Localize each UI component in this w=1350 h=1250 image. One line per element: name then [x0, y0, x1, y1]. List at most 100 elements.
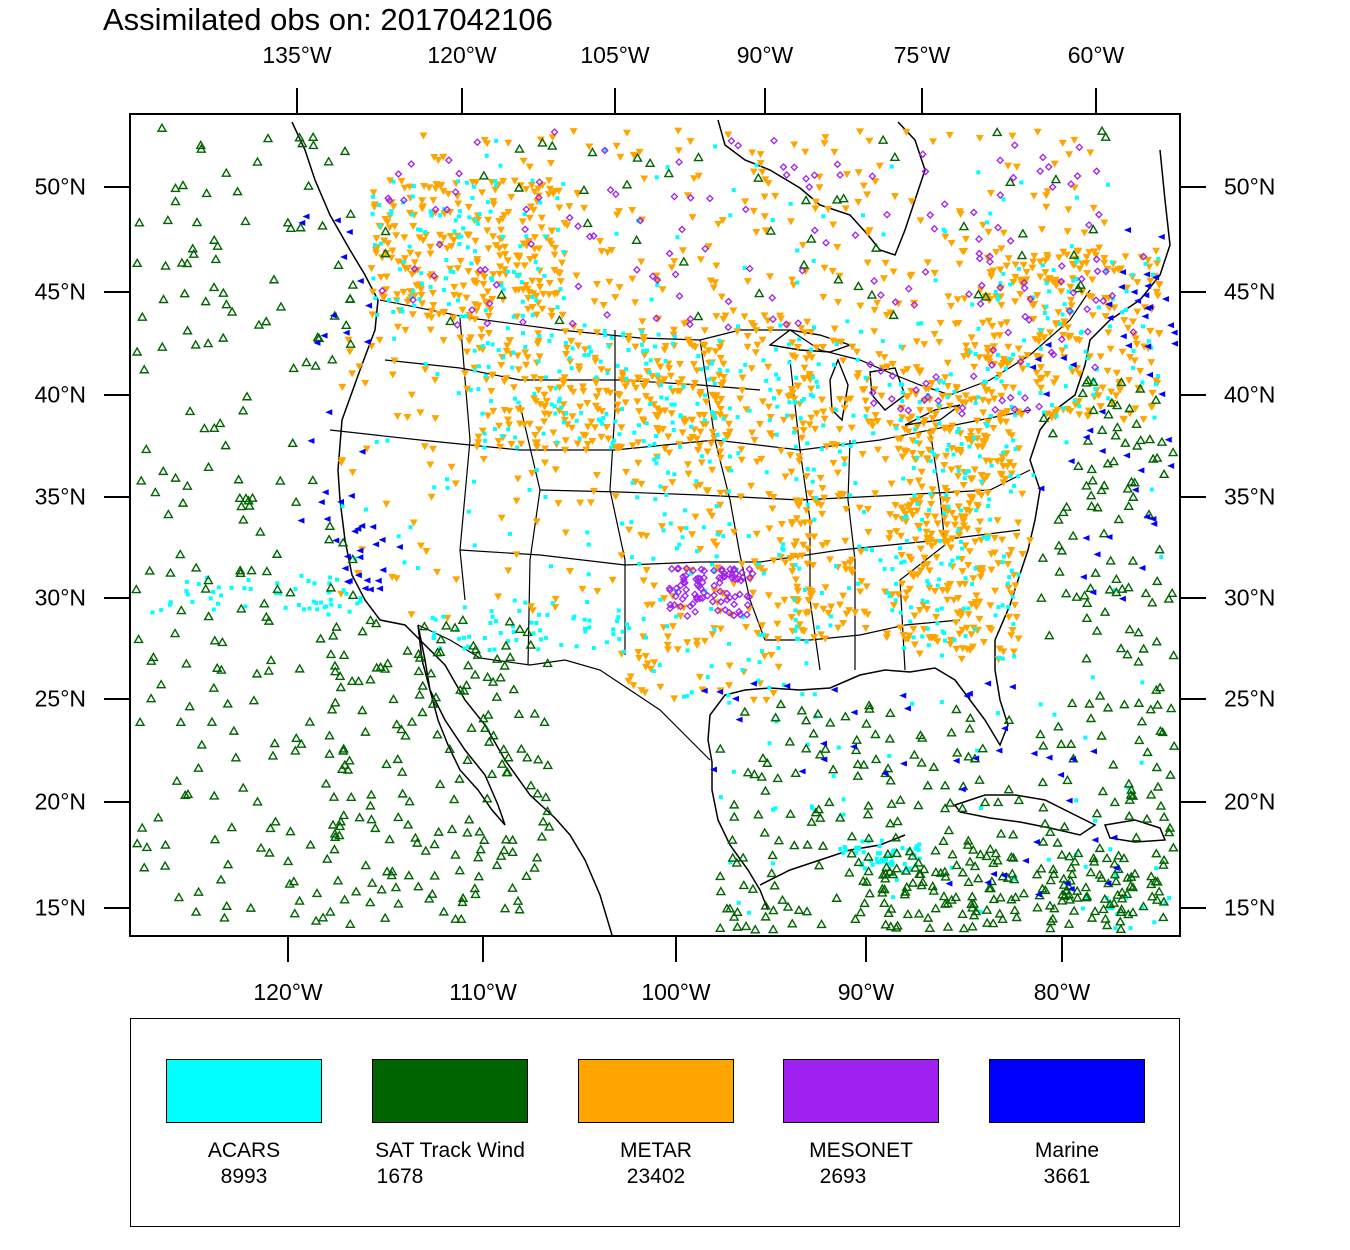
obs-marker-metar	[489, 201, 498, 209]
obs-marker-marine	[709, 766, 717, 773]
obs-marker-acars	[670, 341, 675, 346]
obs-marker-acars	[614, 231, 619, 236]
obs-marker-metar	[956, 446, 965, 454]
obs-marker-sat-track-wind	[1056, 545, 1068, 555]
obs-marker-mesonet	[904, 284, 913, 293]
obs-marker-metar	[573, 440, 582, 448]
obs-marker-metar	[753, 341, 762, 349]
obs-marker-sat-track-wind	[188, 248, 199, 258]
obs-marker-acars	[857, 845, 862, 850]
obs-marker-metar	[503, 342, 512, 350]
obs-marker-metar	[528, 303, 537, 311]
obs-marker-acars	[787, 400, 792, 405]
obs-marker-marine	[1008, 683, 1016, 690]
obs-marker-metar	[612, 142, 621, 150]
obs-marker-acars	[515, 445, 520, 450]
obs-marker-metar	[495, 245, 504, 253]
obs-marker-metar	[804, 597, 813, 605]
obs-marker-acars	[885, 590, 890, 595]
obs-marker-metar	[832, 441, 841, 449]
obs-marker-sat-track-wind	[985, 843, 996, 854]
obs-marker-metar	[447, 463, 456, 471]
obs-marker-marine	[700, 687, 708, 694]
obs-marker-metar	[1037, 226, 1046, 234]
mountain-line	[519, 404, 541, 666]
obs-marker-sat-track-wind	[767, 924, 779, 934]
obs-marker-sat-track-wind	[724, 903, 736, 913]
obs-marker-metar	[598, 408, 607, 416]
obs-marker-acars	[520, 313, 525, 318]
obs-marker-metar	[819, 294, 828, 302]
obs-marker-sat-track-wind	[308, 140, 319, 150]
obs-marker-metar	[408, 270, 417, 278]
obs-marker-metar	[1029, 315, 1038, 323]
obs-marker-sat-track-wind	[840, 711, 851, 721]
obs-marker-acars	[944, 493, 949, 498]
obs-marker-acars	[196, 582, 201, 587]
obs-marker-metar	[897, 551, 906, 559]
obs-marker-acars	[603, 333, 608, 338]
obs-marker-metar	[802, 355, 811, 363]
obs-marker-acars	[467, 634, 472, 639]
obs-marker-acars	[742, 265, 747, 270]
obs-marker-sat-track-wind	[463, 814, 475, 824]
obs-marker-metar	[914, 432, 923, 440]
obs-marker-acars	[912, 427, 917, 432]
obs-marker-metar	[1011, 582, 1020, 590]
obs-marker-metar	[498, 215, 507, 223]
obs-marker-acars	[476, 387, 481, 392]
obs-marker-sat-track-wind	[1135, 383, 1146, 393]
obs-marker-acars	[423, 230, 428, 235]
obs-marker-sat-track-wind	[252, 156, 263, 166]
obs-marker-acars	[579, 410, 584, 415]
obs-marker-metar	[629, 151, 638, 159]
obs-marker-sat-track-wind	[335, 816, 347, 826]
obs-marker-metar	[409, 222, 418, 230]
obs-marker-metar	[562, 344, 571, 352]
obs-marker-metar	[597, 366, 606, 374]
obs-marker-sat-track-wind	[1008, 829, 1019, 839]
obs-marker-sat-track-wind	[177, 180, 189, 190]
obs-marker-acars	[475, 221, 480, 226]
obs-marker-acars	[1074, 798, 1079, 803]
obs-marker-acars	[805, 467, 810, 472]
obs-marker-metar	[416, 542, 425, 550]
obs-marker-metar	[621, 399, 630, 407]
obs-marker-mesonet	[922, 379, 931, 388]
obs-marker-metar	[927, 379, 936, 387]
tick-label: 50°N	[34, 173, 86, 200]
obs-marker-sat-track-wind	[1116, 377, 1127, 387]
obs-marker-sat-track-wind	[963, 876, 974, 886]
obs-marker-sat-track-wind	[232, 186, 243, 196]
obs-marker-acars	[429, 213, 434, 218]
obs-marker-acars	[480, 411, 485, 416]
obs-marker-metar	[451, 480, 460, 488]
obs-marker-mesonet	[675, 158, 683, 167]
obs-marker-metar	[833, 469, 842, 477]
obs-marker-mesonet	[810, 171, 819, 180]
obs-marker-acars	[219, 593, 224, 598]
obs-marker-metar	[972, 592, 981, 600]
rockies-line	[459, 317, 471, 601]
obs-marker-acars	[326, 612, 331, 617]
obs-marker-sat-track-wind	[715, 922, 726, 933]
obs-marker-sat-track-wind	[1111, 400, 1123, 410]
obs-marker-sat-track-wind	[895, 794, 906, 804]
obs-marker-mesonet	[385, 196, 394, 205]
obs-marker-sat-track-wind	[1120, 437, 1131, 447]
obs-marker-acars	[985, 366, 990, 371]
obs-marker-acars	[490, 278, 495, 283]
obs-marker-sat-track-wind	[930, 867, 942, 877]
obs-marker-metar	[487, 387, 496, 395]
obs-marker-metar	[908, 437, 917, 445]
obs-marker-metar	[959, 482, 968, 490]
obs-marker-metar	[943, 359, 952, 367]
obs-marker-metar	[912, 338, 921, 346]
obs-marker-metar	[1121, 253, 1130, 261]
obs-marker-sat-track-wind	[387, 866, 398, 876]
obs-marker-acars	[307, 606, 312, 611]
obs-marker-metar	[800, 519, 809, 527]
obs-marker-acars	[670, 420, 675, 425]
obs-marker-acars	[594, 375, 599, 380]
obs-marker-acars	[523, 600, 528, 605]
